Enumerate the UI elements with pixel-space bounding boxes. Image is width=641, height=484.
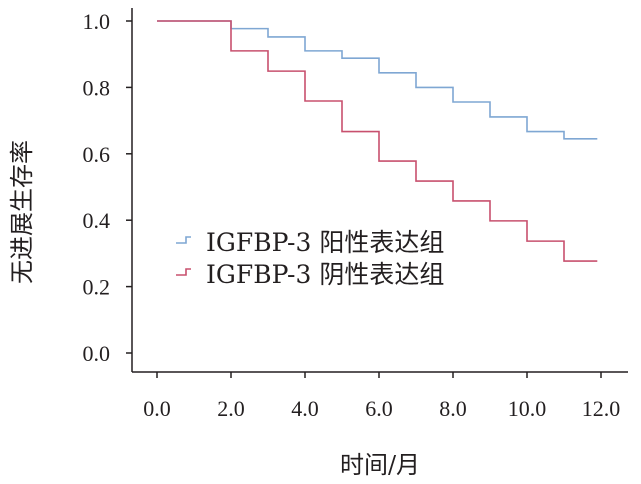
y-tick-label: 0.6 — [83, 142, 111, 167]
x-tick-label: 2.0 — [217, 396, 245, 421]
x-tick-label: 8.0 — [439, 396, 467, 421]
x-axis-title: 时间/月 — [340, 451, 420, 479]
legend: IGFBP-3 阳性表达组 IGFBP-3 阴性表达组 — [176, 228, 444, 289]
y-tick-label: 1.0 — [83, 9, 111, 34]
y-tick-label: 0.8 — [83, 75, 111, 100]
x-tick-label: 0.0 — [143, 396, 171, 421]
series-line-positive — [157, 20, 598, 140]
legend-label: IGFBP-3 阴性表达组 — [206, 260, 444, 289]
x-tick-label: 12.0 — [582, 396, 621, 421]
x-tick-label: 4.0 — [291, 396, 319, 421]
y-tick-label: 0.2 — [83, 275, 111, 300]
axes — [131, 8, 628, 373]
y-axis-title: 无进展生存率 — [8, 140, 36, 284]
x-tick-label: 6.0 — [365, 396, 393, 421]
x-tick-label: 10.0 — [508, 396, 547, 421]
y-tick-label: 0.0 — [83, 341, 111, 366]
legend-marker — [176, 236, 191, 244]
legend-marker — [176, 268, 191, 276]
series-line-negative — [157, 20, 598, 262]
legend-label: IGFBP-3 阳性表达组 — [206, 228, 444, 257]
y-tick-label: 0.4 — [83, 208, 111, 233]
